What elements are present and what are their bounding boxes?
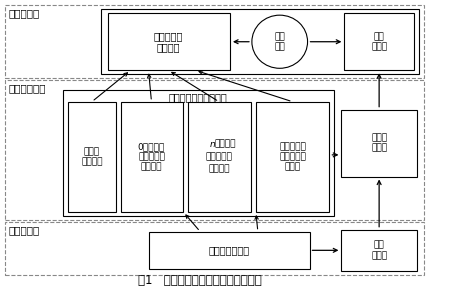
Bar [68,102,116,212]
Bar [341,110,417,177]
Text: n: n [210,139,216,148]
Text: 集成学习层: 集成学习层 [8,8,40,18]
Text: 集成
分类器: 集成 分类器 [371,32,387,51]
Text: 基于标记集
的多标记学
习算法: 基于标记集 的多标记学 习算法 [279,142,306,172]
Bar [341,230,417,271]
Bar [101,9,419,74]
Bar [5,5,424,78]
Bar [344,13,414,70]
Text: 多标记学习层: 多标记学习层 [8,83,46,93]
Text: 二类
分类器: 二类 分类器 [371,241,387,260]
Bar [256,102,329,212]
Text: 二分类学习算法: 二分类学习算法 [208,245,249,255]
Text: 图1   集成多标记学习系统的体系结构: 图1 集成多标记学习系统的体系结构 [138,274,262,287]
Bar [63,90,334,216]
Text: 集成多标记
学习算法: 集成多标记 学习算法 [154,31,183,52]
Text: 多分类
学习算法: 多分类 学习算法 [81,147,103,166]
Ellipse shape [252,15,308,68]
Bar [120,102,184,212]
Text: 学习算法: 学习算法 [208,164,230,173]
Bar [5,222,424,275]
Bar [188,102,251,212]
Text: 二类学习层: 二类学习层 [8,225,40,235]
Text: 集成
策略: 集成 策略 [274,32,285,51]
Bar [5,80,424,220]
Text: 记的多标记: 记的多标记 [205,152,233,161]
Text: 型基于标: 型基于标 [214,139,236,148]
Bar [149,232,310,269]
Text: 0型基于标
记的多标记
学习算法: 0型基于标 记的多标记 学习算法 [138,142,165,172]
Text: 多标记
分类器: 多标记 分类器 [371,133,387,153]
Bar [108,13,230,70]
Text: 面向标记集的学习算法: 面向标记集的学习算法 [169,92,227,102]
